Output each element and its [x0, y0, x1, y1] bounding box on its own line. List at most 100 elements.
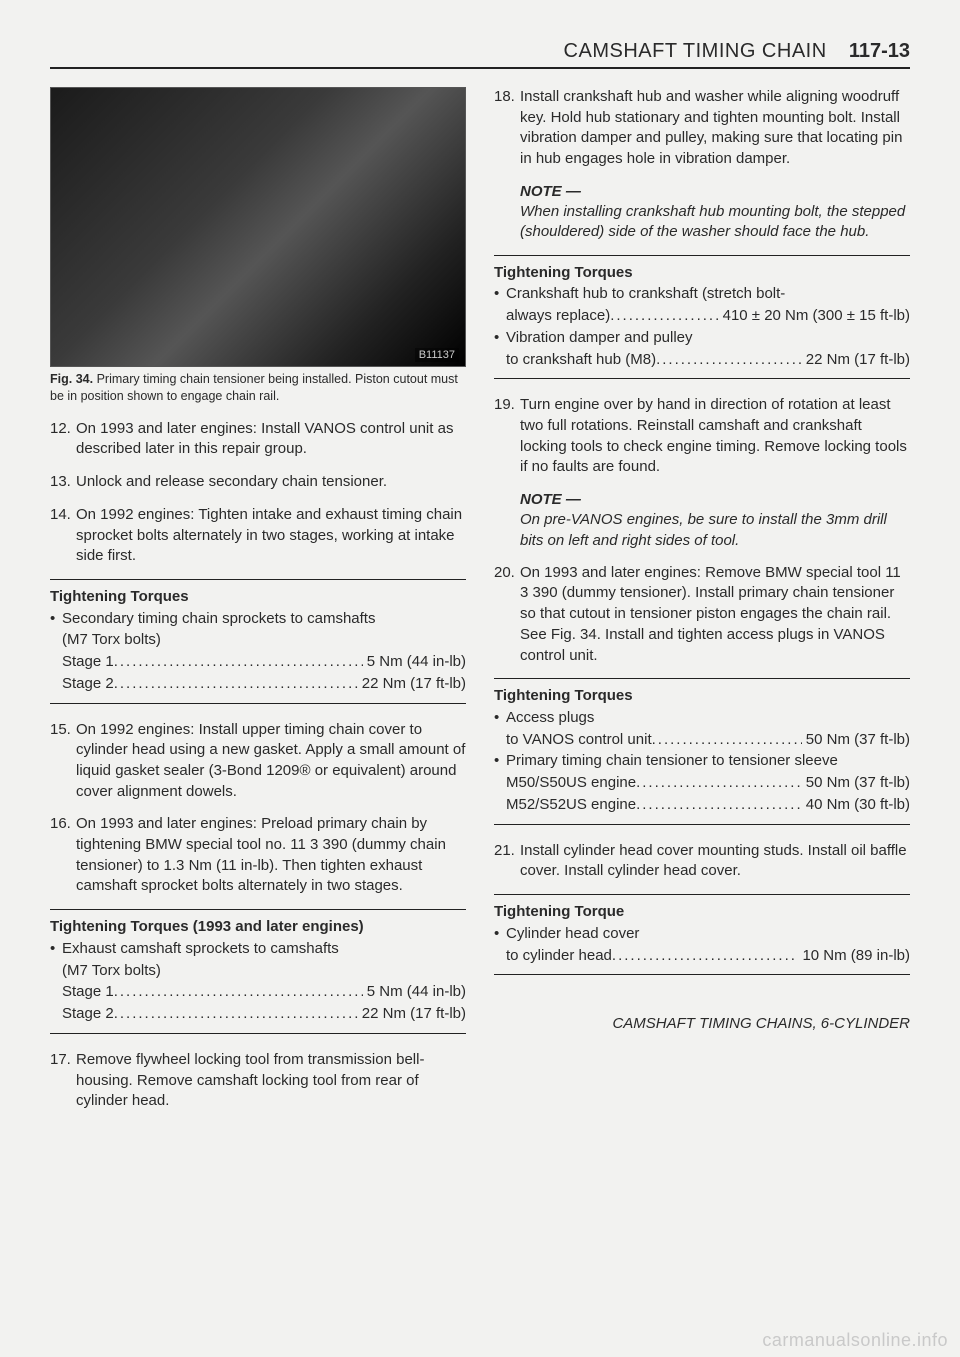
torque-box-title: Tightening Torques [50, 586, 466, 608]
step-number: 17. [50, 1050, 76, 1112]
torque-row-label: Stage 1 [62, 981, 114, 1003]
torque-row-value: 40 Nm (30 ft-lb) [802, 794, 910, 816]
torque-box-title: Tightening Torques [494, 685, 910, 707]
figure-photo: B11137 [50, 87, 466, 367]
dot-leader [114, 981, 363, 1003]
torque-bullet-label: Primary timing chain tensioner to tensio… [506, 750, 838, 772]
bullet-marker: • [494, 750, 506, 772]
torque-row-value: 5 Nm (44 in-lb) [363, 981, 466, 1003]
header-title: CAMSHAFT TIMING CHAIN [564, 40, 827, 62]
figure-caption: Fig. 34. Primary timing chain tensioner … [50, 371, 466, 405]
torque-row-label: always replace) [506, 305, 610, 327]
step-number: 18. [494, 87, 520, 170]
dot-leader [652, 729, 802, 751]
torque-bullet-label: Access plugs [506, 707, 594, 729]
steps-block-c: 17.Remove flywheel locking tool from tra… [50, 1050, 466, 1112]
left-column: B11137 Fig. 34. Primary timing chain ten… [50, 87, 466, 1124]
torque-box-title: Tightening Torques [494, 262, 910, 284]
right-column: 18. Install crankshaft hub and washer wh… [494, 87, 910, 1124]
torque-row: Stage 222 Nm (17 ft-lb) [62, 1003, 466, 1025]
torque-box-title: Tightening Torque [494, 901, 910, 923]
step-18: 18. Install crankshaft hub and washer wh… [494, 87, 910, 170]
torque-bullet-label: Exhaust camshaft sprockets to camshafts [62, 938, 339, 960]
step-number: 13. [50, 472, 76, 493]
step-text: On 1992 engines: Tighten intake and exha… [76, 505, 466, 567]
step-text: On 1993 and later engines: Install VANOS… [76, 419, 466, 460]
torque-row-value: 10 Nm (89 in-lb) [798, 945, 910, 967]
torque-box-5: Tightening Torque •Cylinder head coverto… [494, 894, 910, 975]
step-number: 14. [50, 505, 76, 567]
step-text: Install crankshaft hub and washer while … [520, 87, 910, 170]
bullet-marker: • [494, 327, 506, 349]
watermark: carmanualsonline.info [762, 1330, 948, 1351]
step-21: 21. Install cylinder head cover mounting… [494, 841, 910, 882]
page-header: CAMSHAFT TIMING CHAIN 117-13 [50, 40, 910, 69]
torque-row: Stage 1 5 Nm (44 in-lb) [62, 981, 466, 1003]
step-text: Remove flywheel locking tool from transm… [76, 1050, 466, 1112]
torque-bullet: •Primary timing chain tensioner to tensi… [494, 750, 910, 772]
dot-leader [610, 305, 718, 327]
step-number: 19. [494, 395, 520, 478]
step-19: 19. Turn engine over by hand in directio… [494, 395, 910, 478]
torque-bullet: •Access plugs [494, 707, 910, 729]
section-footer: CAMSHAFT TIMING CHAINS, 6-CYLINDER [494, 1015, 910, 1032]
steps-block-b: 15.On 1992 engines: Install upper timing… [50, 720, 466, 898]
bullet-marker: • [50, 608, 62, 630]
two-column-layout: B11137 Fig. 34. Primary timing chain ten… [50, 87, 910, 1124]
procedure-step: 13.Unlock and release secondary chain te… [50, 472, 466, 493]
photo-id-label: B11137 [415, 348, 459, 362]
torque-bullet: •Cylinder head cover [494, 923, 910, 945]
torque-bullet-label: Vibration damper and pulley [506, 327, 693, 349]
note-heading: NOTE — [520, 182, 910, 202]
torque-row-label: to crankshaft hub (M8) [506, 349, 656, 371]
steps-block-a: 12.On 1993 and later engines: Install VA… [50, 419, 466, 567]
bullet-marker: • [50, 938, 62, 960]
dot-leader [114, 673, 358, 695]
torque-row: M50/S50US engine50 Nm (37 ft-lb) [494, 772, 910, 794]
torque-row: to crankshaft hub (M8) 22 Nm (17 ft-lb) [494, 349, 910, 371]
torque-row-label: M52/S52US engine [506, 794, 636, 816]
step-number: 15. [50, 720, 76, 803]
figure-caption-text: Primary timing chain tensioner being ins… [50, 372, 458, 403]
procedure-step: 17.Remove flywheel locking tool from tra… [50, 1050, 466, 1112]
torque-bullet-sub: (M7 Torx bolts) [50, 960, 466, 982]
torque-row-label: to VANOS control unit [506, 729, 652, 751]
procedure-step: 12.On 1993 and later engines: Install VA… [50, 419, 466, 460]
torque-box-4: Tightening Torques •Access plugsto VANOS… [494, 678, 910, 825]
torque-row-value: 5 Nm (44 in-lb) [363, 651, 466, 673]
note-block-2: NOTE — On pre-VANOS engines, be sure to … [520, 490, 910, 551]
step-text: On 1992 engines: Install upper timing ch… [76, 720, 466, 803]
torque-box-2: Tightening Torques (1993 and later engin… [50, 909, 466, 1034]
torque-box-1: Tightening Torques • Secondary timing ch… [50, 579, 466, 704]
header-page-number: 117-13 [849, 40, 910, 62]
torque-row-value: 22 Nm (17 ft-lb) [802, 349, 910, 371]
torque-row-value: 50 Nm (37 ft-lb) [802, 729, 910, 751]
torque-row-label: M50/S50US engine [506, 772, 636, 794]
torque-rows: •Cylinder head coverto cylinder head10 N… [494, 923, 910, 967]
torque-bullet-label: Crankshaft hub to crankshaft (stretch bo… [506, 283, 785, 305]
torque-row-value: 410 ± 20 Nm (300 ± 15 ft-lb) [719, 305, 910, 327]
torque-row-label: Stage 1 [62, 651, 114, 673]
torque-row: to cylinder head10 Nm (89 in-lb) [494, 945, 910, 967]
step-text: Unlock and release secondary chain tensi… [76, 472, 466, 493]
bullet-marker: • [494, 707, 506, 729]
torque-bullet: • Exhaust camshaft sprockets to camshaft… [50, 938, 466, 960]
torque-rows: Stage 1 5 Nm (44 in-lb)Stage 222 Nm (17 f… [50, 651, 466, 695]
torque-bullet: • Secondary timing chain sprockets to ca… [50, 608, 466, 630]
torque-row-label: Stage 2 [62, 673, 114, 695]
step-number: 12. [50, 419, 76, 460]
dot-leader [636, 772, 802, 794]
note-block-1: NOTE — When installing crankshaft hub mo… [520, 182, 910, 243]
step-number: 20. [494, 563, 520, 666]
torque-rows: •Access plugsto VANOS control unit 50 Nm … [494, 707, 910, 816]
torque-bullet-label: Secondary timing chain sprockets to cams… [62, 608, 375, 630]
torque-box-title: Tightening Torques (1993 and later engin… [50, 916, 466, 938]
torque-bullet-sub: (M7 Torx bolts) [50, 629, 466, 651]
step-text: On 1993 and later engines: Preload prima… [76, 814, 466, 897]
torque-bullet: •Crankshaft hub to crankshaft (stretch b… [494, 283, 910, 305]
bullet-marker: • [494, 923, 506, 945]
step-number: 16. [50, 814, 76, 897]
torque-row: Stage 222 Nm (17 ft-lb) [62, 673, 466, 695]
torque-bullet-label: Cylinder head cover [506, 923, 639, 945]
step-text: Turn engine over by hand in direction of… [520, 395, 910, 478]
